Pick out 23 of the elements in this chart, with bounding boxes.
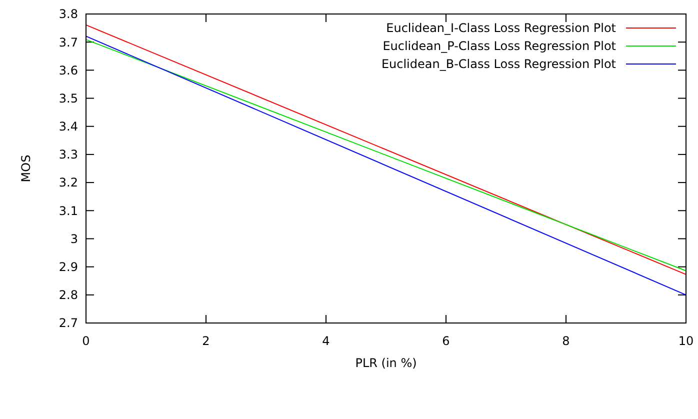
x-tick-label: 6 [442, 334, 450, 348]
x-tick-label: 0 [82, 334, 90, 348]
y-tick-label: 3.8 [58, 7, 78, 22]
x-tick-label: 10 [678, 334, 694, 348]
y-tick-label: 3.3 [58, 148, 78, 162]
x-tick-label: 4 [322, 334, 330, 348]
legend-label: Euclidean_B-Class Loss Regression Plot [381, 57, 616, 72]
y-tick-label: 3 [70, 232, 78, 246]
y-tick-label: 3.1 [58, 204, 78, 218]
y-tick-label: 3.6 [58, 63, 78, 78]
y-tick-label: 3.2 [58, 176, 78, 190]
y-tick-label: 2.9 [58, 260, 78, 274]
y-axis-title: MOS [19, 154, 33, 182]
x-tick-label: 8 [562, 334, 570, 348]
legend-label: Euclidean_I-Class Loss Regression Plot [386, 21, 616, 36]
x-tick-label: 2 [202, 334, 210, 348]
y-tick-label: 3.4 [58, 120, 78, 134]
y-tick-label: 2.7 [58, 316, 78, 330]
y-tick-label: 2.8 [58, 288, 78, 302]
y-tick-label: 3.5 [58, 91, 78, 106]
y-tick-label: 3.7 [58, 35, 78, 50]
legend-label: Euclidean_P-Class Loss Regression Plot [382, 39, 616, 54]
x-axis-title: PLR (in %) [355, 356, 417, 370]
